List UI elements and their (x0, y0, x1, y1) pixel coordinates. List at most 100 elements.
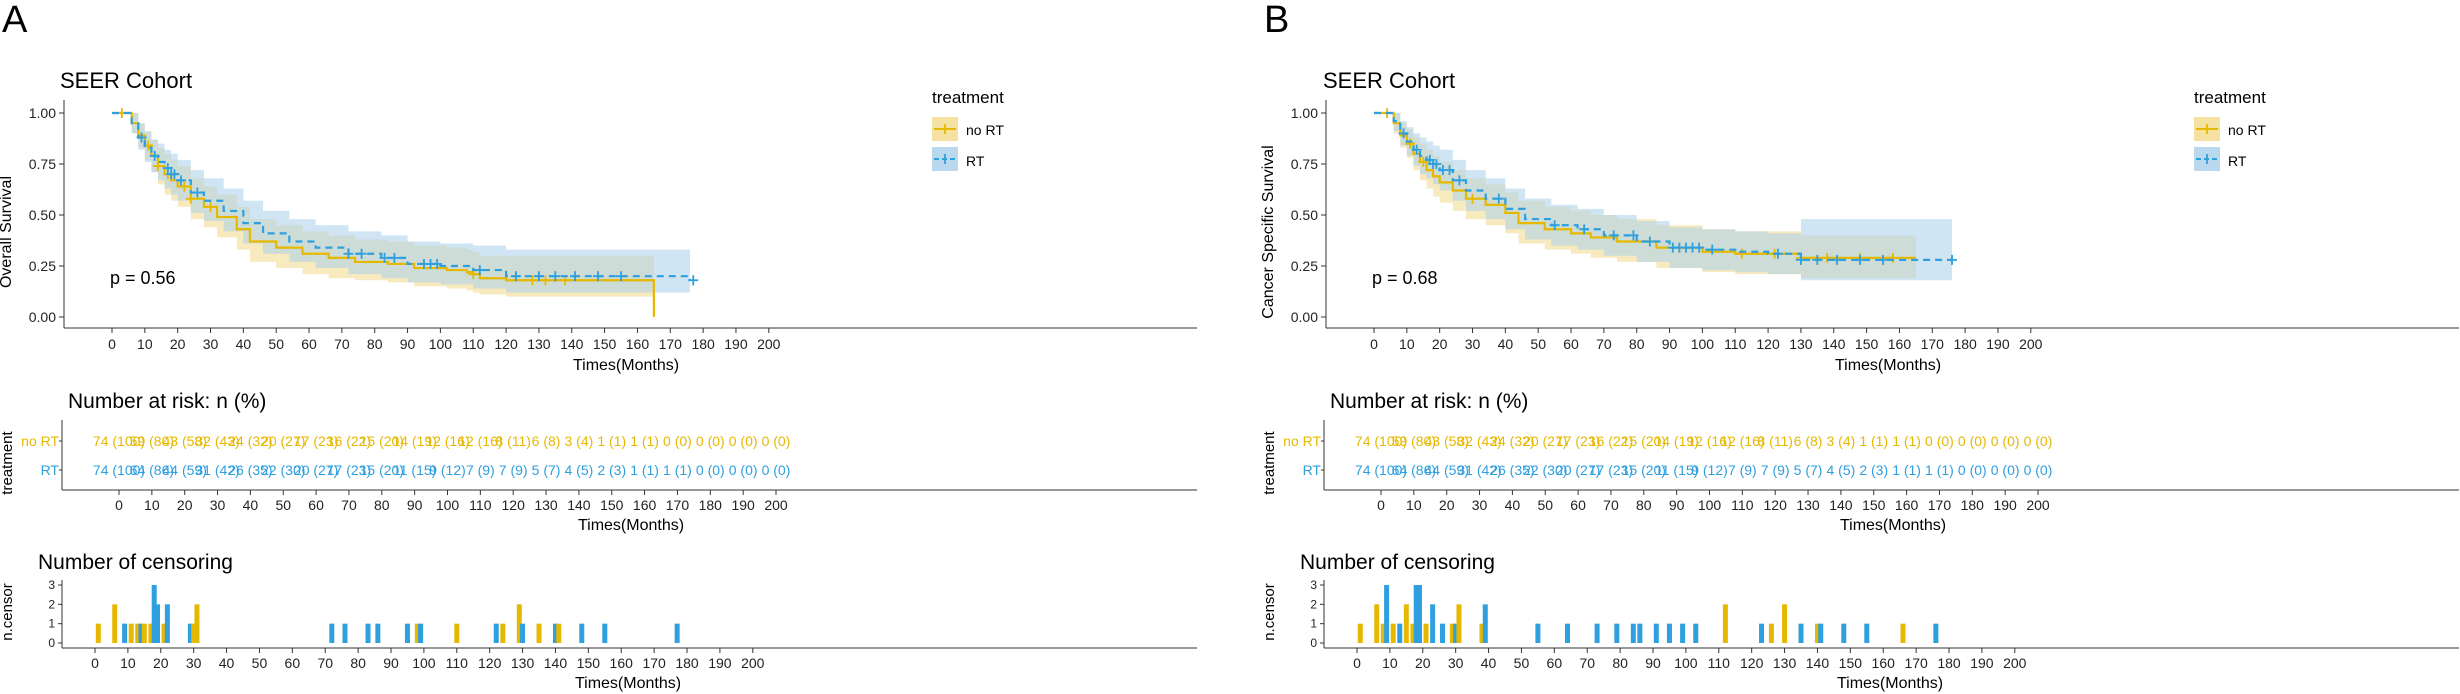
y-tick-label: 0.00 (1291, 309, 1318, 325)
x-tick-label: 0 (1370, 336, 1378, 352)
risk-cell-no-rt: 6 (8) (1794, 433, 1823, 449)
legend-label-no-rt: no RT (2228, 122, 2266, 138)
risk-cell-rt: 7 (9) (499, 462, 528, 478)
censor-bar-no-rt (1390, 623, 1396, 643)
risk-x-tick-label: 0 (1377, 497, 1385, 513)
censor-x-tick-label: 10 (1382, 655, 1398, 671)
risk-x-tick-label: 50 (275, 497, 291, 513)
censor-mark-rt (1946, 254, 1957, 265)
risk-x-tick-label: 70 (341, 497, 357, 513)
risk-cell-no-rt: 8 (11) (1757, 433, 1793, 449)
censor-bar-rt (1759, 623, 1765, 643)
censor-x-tick-label: 40 (1481, 655, 1497, 671)
censor-bar-rt (404, 623, 410, 643)
censor-mark-rt (1493, 193, 1504, 204)
risk-cell-rt: 44 (59) (163, 462, 207, 478)
legend-label-rt: RT (2228, 153, 2247, 169)
censor-x-tick-label: 180 (675, 655, 699, 671)
ci-band-rt (1374, 113, 1952, 281)
censor-bar-rt (151, 585, 157, 643)
censor-y-tick-label: 0 (1310, 636, 1317, 650)
risk-x-tick-label: 130 (534, 497, 558, 513)
x-tick-label: 80 (367, 336, 383, 352)
risk-table: no RT 74 (100)59 (80)43 (58)32 (43)24 (32… (1283, 420, 2459, 513)
censor-x-tick-label: 160 (1872, 655, 1896, 671)
censor-mark-no-rt (1736, 248, 1747, 259)
censor-bar-rt (122, 623, 128, 643)
censor-x-tick-label: 30 (186, 655, 202, 671)
risk-cell-no-rt: 24 (32) (1490, 433, 1534, 449)
risk-cell-rt: 0 (0) (1991, 462, 2020, 478)
risk-x-tick-label: 130 (1796, 497, 1820, 513)
risk-cell-no-rt: 24 (32) (228, 433, 272, 449)
censor-bar-rt (418, 623, 424, 643)
x-tick-label: 190 (724, 336, 748, 352)
censor-x-tick-label: 90 (1645, 655, 1661, 671)
x-tick-label: 180 (691, 336, 715, 352)
censor-x-tick-label: 130 (1773, 655, 1797, 671)
censor-bar-rt (1666, 623, 1672, 643)
censor-bar-rt (1693, 623, 1699, 643)
x-tick-label: 100 (429, 336, 453, 352)
risk-x-tick-label: 160 (1895, 497, 1919, 513)
risk-cell-rt: 7 (9) (1761, 462, 1790, 478)
survival-plot: 0.00 0.25 0.50 0.75 1.00 0 10 20 30 40 50 60 70 80 90 1… (29, 100, 1197, 352)
risk-table-axis-label: treatment (1261, 430, 1278, 494)
censor-y-tick-label: 1 (48, 617, 55, 631)
x-tick-label: 90 (400, 336, 416, 352)
censor-bar-rt (1384, 585, 1390, 643)
risk-cell-rt: 64 (86) (1392, 462, 1436, 478)
censor-mark-rt (1832, 254, 1843, 265)
censor-mark-no-rt (185, 193, 196, 204)
censor-bar-rt (138, 623, 144, 643)
censor-x-tick-label: 200 (2003, 655, 2027, 671)
censor-x-tick-label: 160 (610, 655, 634, 671)
censor-mark-rt (474, 265, 485, 276)
censor-bar-rt (187, 623, 193, 643)
censor-bar-no-rt (191, 623, 197, 643)
risk-x-tick-label: 40 (243, 497, 259, 513)
censor-bar-no-rt (1814, 623, 1820, 643)
panel-b: B SEER Cohort 0.000.250.500.751.000 10 20 3… (1260, 0, 2459, 692)
censor-bar-rt (552, 623, 558, 643)
risk-x-tick-label: 150 (600, 497, 624, 513)
risk-cell-no-rt: 0 (0) (663, 433, 692, 449)
risk-x-tick-label: 160 (633, 497, 657, 513)
risk-cell-rt: 11 (15) (393, 462, 436, 478)
censor-mark-rt (1444, 165, 1455, 176)
risk-cell-no-rt: 16 (22) (1589, 433, 1633, 449)
risk-x-tick-label: 60 (1570, 497, 1586, 513)
x-tick-label: 200 (757, 336, 781, 352)
censor-bar-rt (1933, 623, 1939, 643)
risk-cell-no-rt: 14 (19) (1654, 433, 1698, 449)
risk-table-x-label: Times(Months) (1840, 517, 1946, 534)
x-tick-label: 40 (1498, 336, 1514, 352)
risk-x-tick-label: 60 (308, 497, 324, 513)
censor-bar-rt (342, 623, 348, 643)
legend-label-no-rt: no RT (966, 122, 1004, 138)
censor-bar-no-rt (1722, 604, 1728, 643)
censor-mark-no-rt (1418, 156, 1429, 167)
censor-x-tick-label: 150 (577, 655, 601, 671)
censor-mark-rt (136, 132, 147, 143)
risk-cell-no-rt: 0 (0) (1925, 433, 1954, 449)
censor-bar-rt (1798, 623, 1804, 643)
x-tick-label: 20 (170, 336, 186, 352)
censor-x-tick-label: 110 (1708, 655, 1731, 671)
censor-mark-rt (1707, 244, 1718, 255)
risk-cell-no-rt: 1 (1) (630, 433, 659, 449)
censor-bar-rt (1416, 585, 1422, 643)
x-tick-label: 110 (462, 336, 485, 352)
censor-bar-rt (1637, 623, 1643, 643)
censor-x-tick-label: 20 (153, 655, 169, 671)
y-tick-label: 0.25 (29, 258, 56, 274)
x-tick-label: 130 (1789, 336, 1813, 352)
x-axis-label: Times(Months) (1835, 357, 1941, 374)
risk-x-tick-label: 190 (1993, 497, 2017, 513)
risk-x-tick-label: 0 (115, 497, 123, 513)
x-tick-label: 120 (494, 336, 518, 352)
risk-cell-rt: 5 (7) (532, 462, 561, 478)
censor-bar-no-rt (1900, 623, 1906, 643)
censor-mark-rt (356, 248, 367, 259)
